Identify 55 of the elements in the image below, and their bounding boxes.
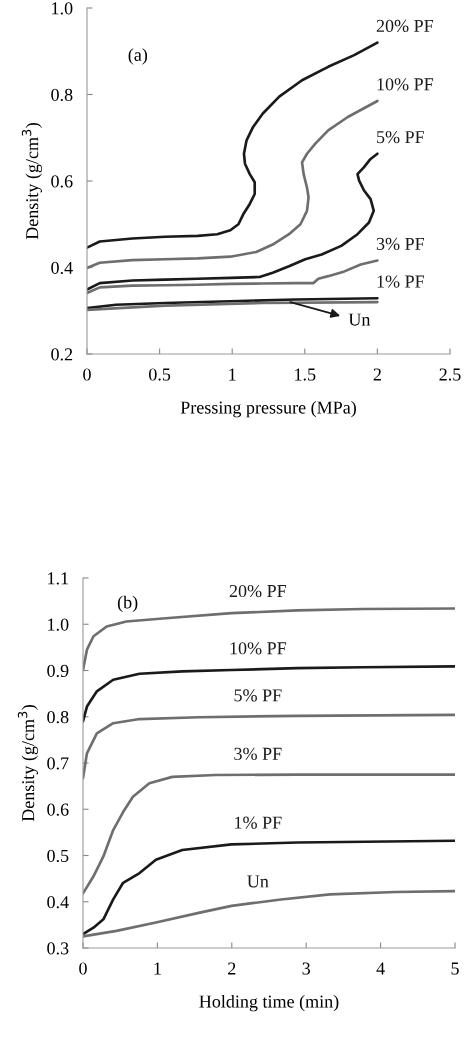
x-tick-label: 5 [451,962,459,975]
series-label: Un [247,875,269,888]
y-tick-label: 0.9 [47,664,69,678]
y-tick-label: 1.1 [48,572,69,585]
x-tick-label: 1.5 [295,368,316,381]
series-label: 3% PF [234,747,282,760]
line-series [87,296,379,310]
y-tick-label: 0.8 [47,711,69,724]
x-tick-label: 0 [79,962,87,975]
series-label: 10% PF [377,78,434,91]
x-tick-label: 2 [373,368,381,381]
y-tick-label: 0.8 [51,88,73,102]
line-series [87,259,379,295]
x-tick-label: 3 [302,962,311,975]
y-axis-title: Density (g/cm$^{3}$) [21,123,42,240]
y-tick-label: 0.7 [47,757,69,770]
x-tick-label: 2 [228,962,236,975]
y-tick-label: 1.0 [48,618,69,631]
x-tick-label: 1 [154,962,161,975]
series-label: 5% PF [377,130,425,144]
line-series [83,665,455,723]
y-tick-label: 0.5 [47,849,69,863]
series-label: 20% PF [376,19,434,33]
line-series [87,41,379,249]
annotation: (a) [128,48,148,65]
x-axis-title: Holding time (min) [199,994,339,1012]
x-tick-label: 1 [229,368,236,381]
line-series [83,713,455,780]
y-tick-label: 1.0 [52,2,73,15]
series-label: 20% PF [229,584,287,598]
series-label: 5% PF [234,689,282,702]
y-axis-title: Density (g/cm$^{3}$) [17,705,38,822]
line-series [83,773,455,895]
x-tick-label: 4 [376,962,385,975]
y-tick-label: 0.6 [47,803,69,816]
series-label: 1% PF [235,816,282,829]
y-tick-label: 0.3 [47,942,69,955]
annotation: (b) [117,595,138,613]
y-tick-label: 0.2 [51,348,73,361]
x-tick-label: 2.5 [439,368,461,381]
x-axis-title: Pressing pressure (MPa) [180,400,356,418]
y-tick-label: 0.4 [51,261,73,275]
line-series [83,839,455,936]
series-label: 10% PF [230,642,287,655]
line-series [83,889,455,938]
x-tick-label: 0 [83,368,91,381]
y-tick-label: 0.4 [47,896,69,909]
y-tick-label: 0.6 [51,175,73,188]
series-label: 1% PF [377,275,425,288]
line-series [87,99,379,270]
series-label: 3% PF [376,237,425,251]
line-series [87,152,379,291]
x-tick-label: 0.5 [149,368,171,381]
line-series [87,300,379,312]
annotation: Un [348,313,371,326]
